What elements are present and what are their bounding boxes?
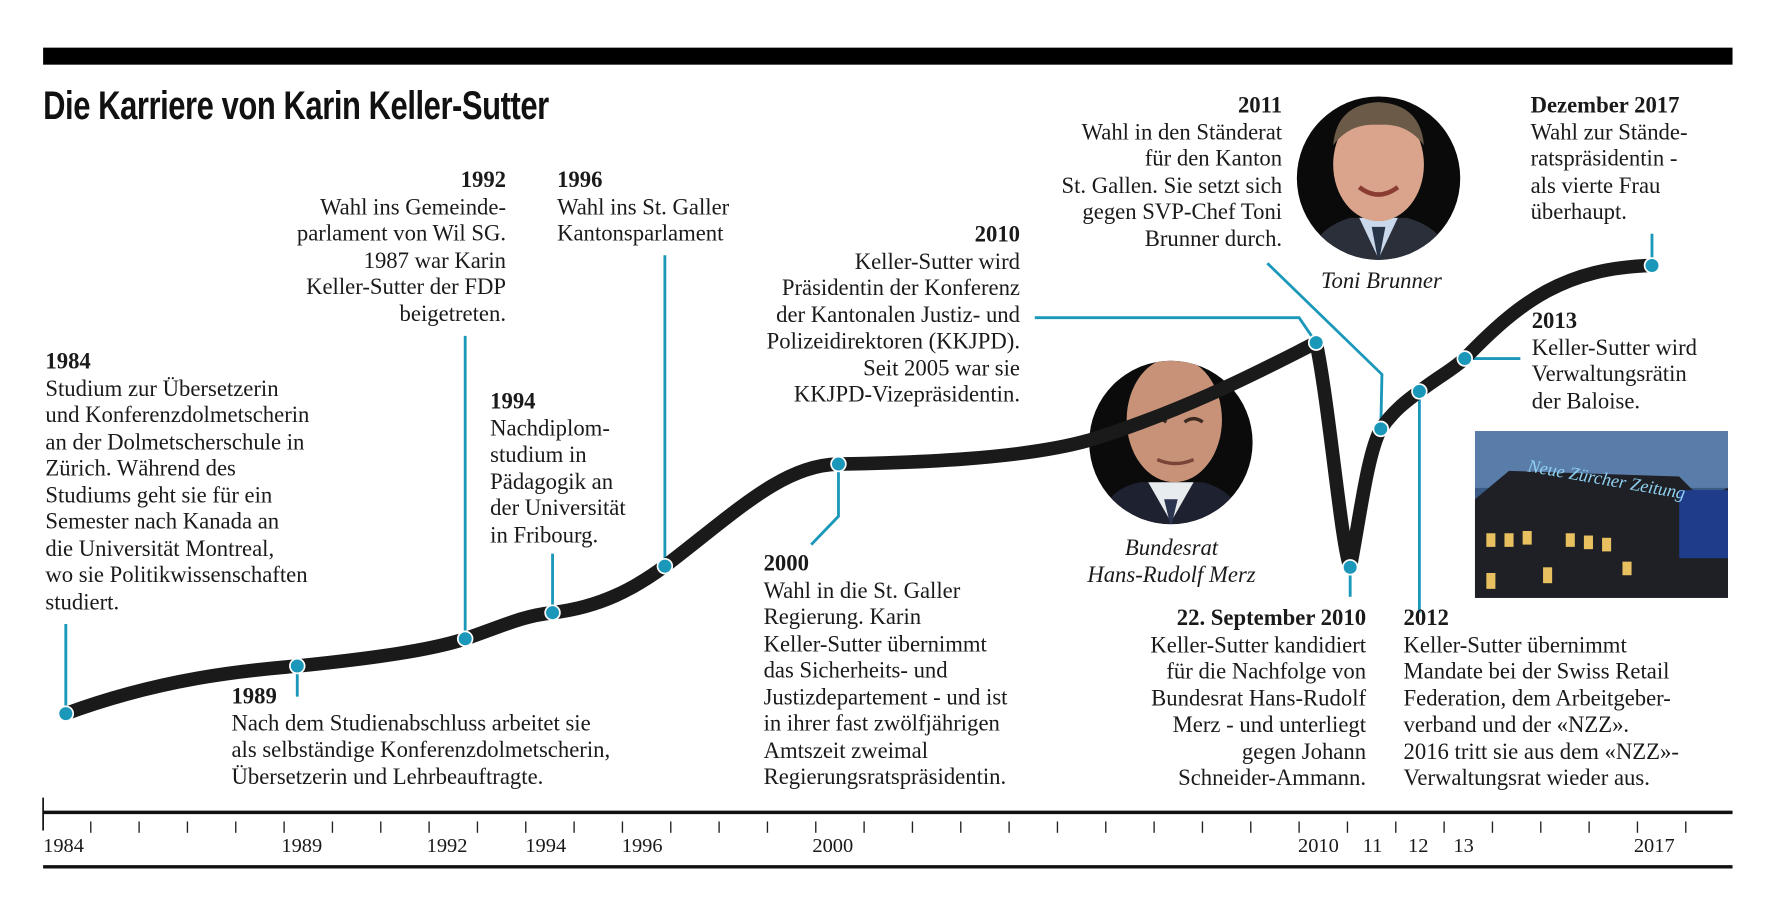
event-dot-2012 [1411, 383, 1428, 400]
axis-label-1996: 1996 [621, 833, 663, 857]
event-22-september-2010: 22. September 2010 Keller-Sutter kandidie… [1150, 605, 1367, 791]
axis-label-2000: 2000 [812, 833, 854, 857]
event-dot-2013 [1456, 350, 1473, 367]
event-2013: 2013 Keller-Sutter wird Verwaltungsrätin … [1531, 308, 1697, 414]
event-dot-1996 [656, 557, 674, 575]
axis-label-1989: 1989 [281, 833, 323, 857]
axis-label-1992: 1992 [426, 833, 468, 857]
event-1996: 1996 Wahl ins St. Galler Kantonsparlament [557, 167, 730, 247]
axis-label-2011: 11 [1362, 833, 1383, 857]
event-1989: 1989 Nach dem Studienabschluss arbeitet s… [231, 684, 611, 790]
time-axis [42, 797, 1733, 869]
caption-toni-brunner: Toni Brunner [1320, 268, 1442, 294]
career-curve [63, 258, 1653, 721]
photo-toni-brunner [1296, 96, 1461, 260]
axis-label-2013: 13 [1453, 833, 1474, 857]
event-dot-1994 [544, 604, 561, 621]
axis-label-2017: 2017 [1633, 833, 1675, 857]
event-2011: 2011 Wahl in den Ständerat für den Kanton… [1061, 93, 1283, 252]
photo-hans-rudolf-merz [1089, 360, 1253, 525]
event-dot-2011 [1372, 420, 1390, 438]
event-1994: 1994 Nachdiplom- studium in Pädagogik an … [490, 389, 626, 548]
event-dot-1984 [57, 705, 75, 722]
event-dot-22-september-2010 [1341, 559, 1359, 576]
page-title: Die Karriere von Karin Keller-Sutter [43, 83, 549, 129]
connector-2000 [810, 464, 840, 546]
axis-label-1984: 1984 [43, 833, 84, 857]
axis-label-1994: 1994 [525, 833, 567, 857]
event-dot-1992 [456, 630, 474, 648]
top-rule [43, 47, 1733, 65]
connector-2011 [1266, 262, 1384, 429]
axis-label-2010: 2010 [1297, 833, 1339, 857]
event-1984: 1984 Studium zur Übersetzerin und Konfere… [45, 349, 310, 615]
event-1992: 1992 Wahl ins Gemeinde- parlament von Wil… [296, 167, 507, 327]
event-2000: 2000 Wahl in die St. Galler Regierung. Ka… [763, 551, 1008, 790]
connector-2010 [1034, 316, 1318, 344]
event-2010: 2010 Keller-Sutter wird Präsidentin der K… [766, 222, 1021, 408]
event-dezember-2017: Dezember 2017 Wahl zur Stände- ratspräsid… [1530, 93, 1688, 225]
event-dot-2000 [830, 455, 847, 473]
caption-hans-rudolf-merz: Bundesrat Hans-Rudolf Merz [1087, 535, 1256, 588]
event-dot-2010 [1307, 334, 1325, 351]
axis-label-2012: 12 [1408, 833, 1429, 857]
event-dot-dezember-2017 [1643, 257, 1661, 274]
event-dot-1989 [289, 657, 306, 675]
photo-nzz-building: Neue Zürcher Zeitung [1474, 431, 1728, 598]
event-2012: 2012 Keller-Sutter übernimmt Mandate bei … [1403, 605, 1679, 791]
